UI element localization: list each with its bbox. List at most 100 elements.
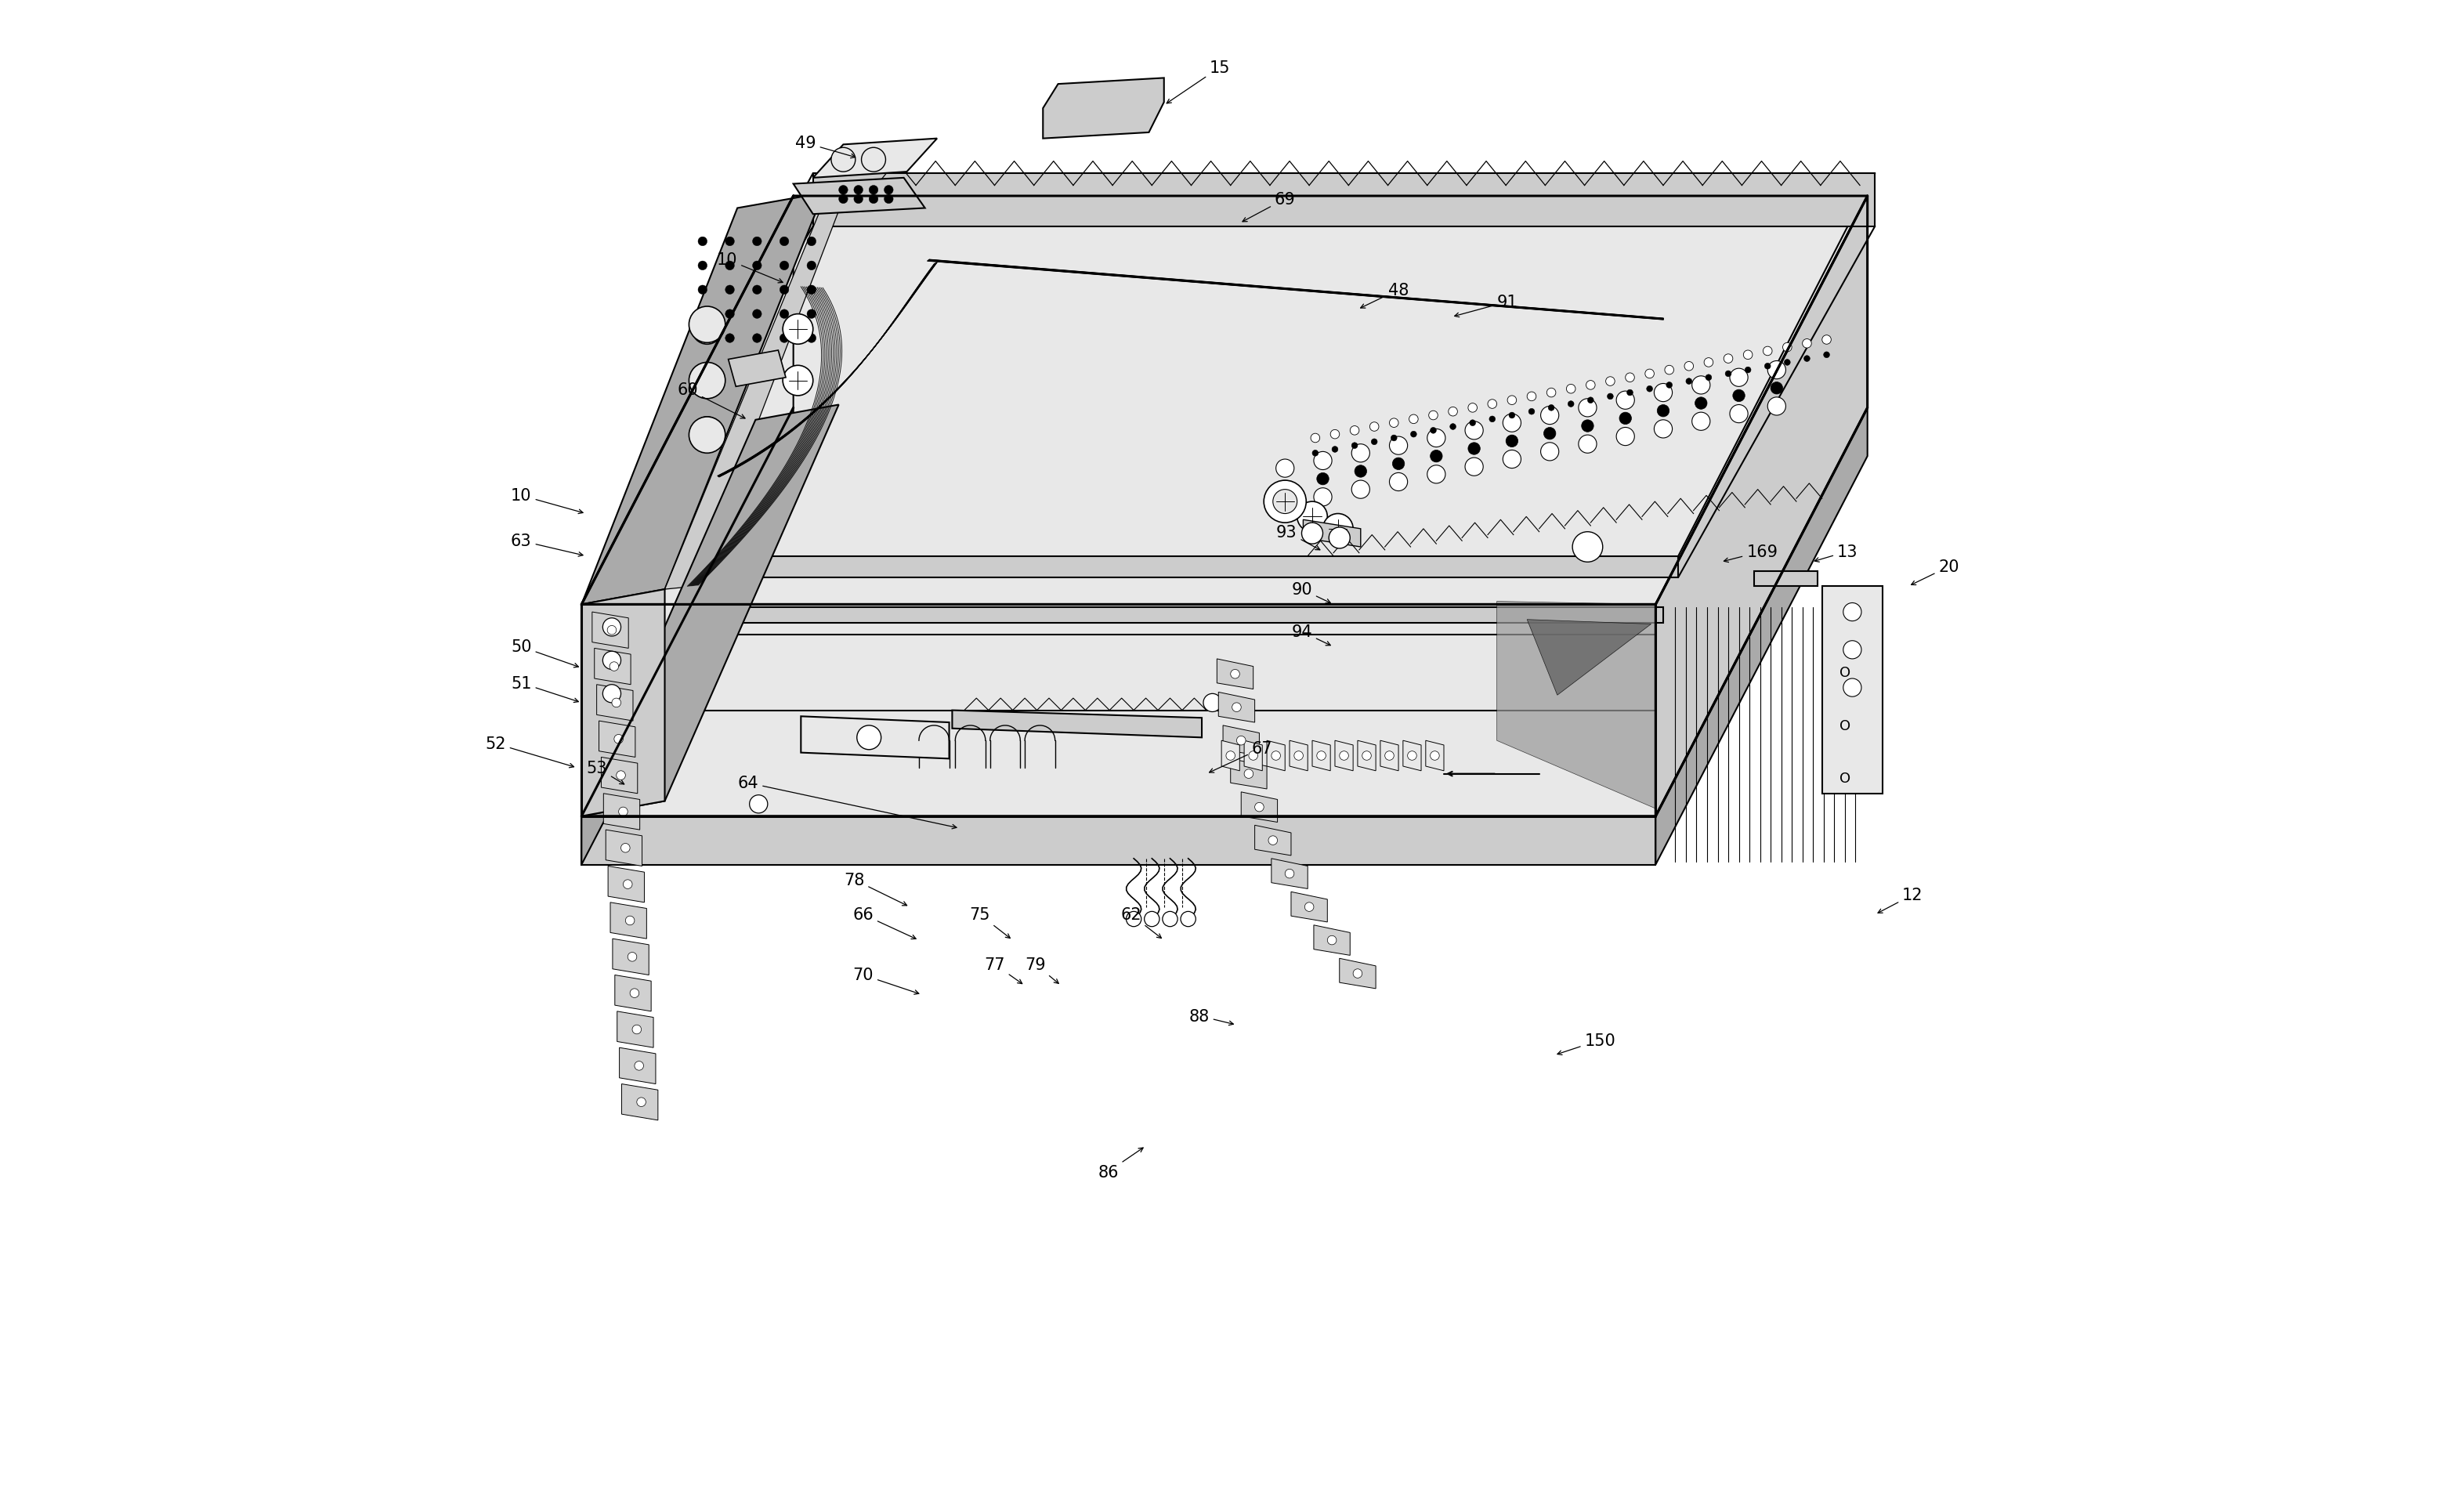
Circle shape bbox=[693, 366, 722, 396]
Circle shape bbox=[693, 314, 722, 345]
Circle shape bbox=[1766, 363, 1771, 370]
Polygon shape bbox=[1357, 741, 1376, 771]
Circle shape bbox=[1844, 603, 1861, 621]
Text: 52: 52 bbox=[485, 736, 573, 768]
Text: 49: 49 bbox=[796, 136, 855, 159]
Circle shape bbox=[1313, 451, 1318, 457]
Circle shape bbox=[688, 363, 725, 399]
Circle shape bbox=[1467, 443, 1479, 455]
Circle shape bbox=[1506, 435, 1518, 448]
Polygon shape bbox=[1220, 692, 1254, 723]
Circle shape bbox=[808, 262, 816, 271]
Polygon shape bbox=[1043, 79, 1163, 139]
Polygon shape bbox=[1291, 892, 1327, 922]
Circle shape bbox=[1408, 751, 1416, 761]
Text: O: O bbox=[1839, 771, 1851, 786]
Text: 90: 90 bbox=[1291, 582, 1330, 603]
Circle shape bbox=[1298, 502, 1327, 532]
Polygon shape bbox=[1656, 408, 1869, 865]
Circle shape bbox=[1825, 352, 1829, 358]
Circle shape bbox=[1548, 389, 1555, 398]
Polygon shape bbox=[1496, 602, 1656, 809]
Circle shape bbox=[855, 186, 862, 195]
Circle shape bbox=[779, 237, 789, 246]
Circle shape bbox=[1763, 348, 1773, 355]
Circle shape bbox=[1567, 386, 1575, 393]
Circle shape bbox=[752, 237, 762, 246]
Circle shape bbox=[1685, 363, 1692, 370]
Text: 70: 70 bbox=[852, 968, 918, 995]
Circle shape bbox=[808, 310, 816, 319]
Circle shape bbox=[1665, 366, 1673, 375]
Circle shape bbox=[1447, 408, 1457, 416]
Polygon shape bbox=[600, 758, 637, 794]
Circle shape bbox=[1768, 361, 1785, 380]
Polygon shape bbox=[1266, 741, 1286, 771]
Circle shape bbox=[1389, 419, 1398, 428]
Circle shape bbox=[1509, 396, 1516, 405]
Polygon shape bbox=[580, 590, 664, 816]
Circle shape bbox=[688, 417, 725, 454]
Text: 64: 64 bbox=[737, 776, 958, 829]
Circle shape bbox=[1428, 411, 1438, 420]
Polygon shape bbox=[681, 608, 1663, 623]
Text: 12: 12 bbox=[1878, 888, 1922, 913]
Circle shape bbox=[634, 1061, 644, 1070]
Circle shape bbox=[1695, 398, 1707, 410]
Text: 51: 51 bbox=[512, 676, 578, 703]
Polygon shape bbox=[801, 717, 950, 759]
Circle shape bbox=[1465, 422, 1484, 440]
Circle shape bbox=[1487, 399, 1496, 408]
Circle shape bbox=[1540, 443, 1560, 461]
Circle shape bbox=[1580, 435, 1597, 454]
Polygon shape bbox=[580, 194, 823, 605]
Polygon shape bbox=[1222, 726, 1259, 756]
Polygon shape bbox=[1271, 859, 1308, 889]
Circle shape bbox=[725, 262, 735, 271]
Polygon shape bbox=[580, 408, 793, 865]
Circle shape bbox=[1692, 413, 1709, 431]
Circle shape bbox=[1391, 435, 1396, 442]
Polygon shape bbox=[1528, 620, 1651, 696]
Circle shape bbox=[725, 334, 735, 343]
Circle shape bbox=[1249, 751, 1259, 761]
Circle shape bbox=[624, 916, 634, 925]
Circle shape bbox=[1180, 912, 1195, 927]
Text: 78: 78 bbox=[845, 872, 906, 906]
Circle shape bbox=[1580, 399, 1597, 417]
Circle shape bbox=[1528, 408, 1536, 416]
Circle shape bbox=[1607, 393, 1614, 401]
Circle shape bbox=[1362, 751, 1371, 761]
Polygon shape bbox=[580, 816, 1656, 865]
Circle shape bbox=[1384, 751, 1393, 761]
Circle shape bbox=[1318, 751, 1325, 761]
Circle shape bbox=[1783, 343, 1793, 352]
Circle shape bbox=[884, 195, 894, 204]
Circle shape bbox=[622, 844, 629, 853]
Circle shape bbox=[1729, 405, 1749, 423]
Circle shape bbox=[1303, 523, 1322, 544]
Circle shape bbox=[779, 334, 789, 343]
Circle shape bbox=[615, 735, 622, 744]
Circle shape bbox=[1430, 451, 1442, 463]
Circle shape bbox=[1653, 384, 1673, 402]
Circle shape bbox=[602, 685, 622, 703]
Polygon shape bbox=[1425, 741, 1445, 771]
Circle shape bbox=[1616, 428, 1633, 446]
Circle shape bbox=[1408, 416, 1418, 425]
Polygon shape bbox=[622, 1084, 659, 1120]
Polygon shape bbox=[813, 174, 1876, 227]
Circle shape bbox=[1293, 751, 1303, 761]
Circle shape bbox=[1572, 532, 1602, 562]
Circle shape bbox=[1352, 481, 1369, 499]
Circle shape bbox=[1724, 355, 1734, 363]
Circle shape bbox=[632, 1025, 642, 1034]
Circle shape bbox=[620, 807, 627, 816]
Circle shape bbox=[1313, 452, 1332, 470]
Circle shape bbox=[1626, 390, 1633, 396]
Circle shape bbox=[1469, 420, 1477, 426]
Polygon shape bbox=[727, 351, 786, 387]
Text: 67: 67 bbox=[1210, 741, 1273, 773]
Text: 69: 69 bbox=[1242, 192, 1296, 222]
Text: 169: 169 bbox=[1724, 544, 1778, 562]
